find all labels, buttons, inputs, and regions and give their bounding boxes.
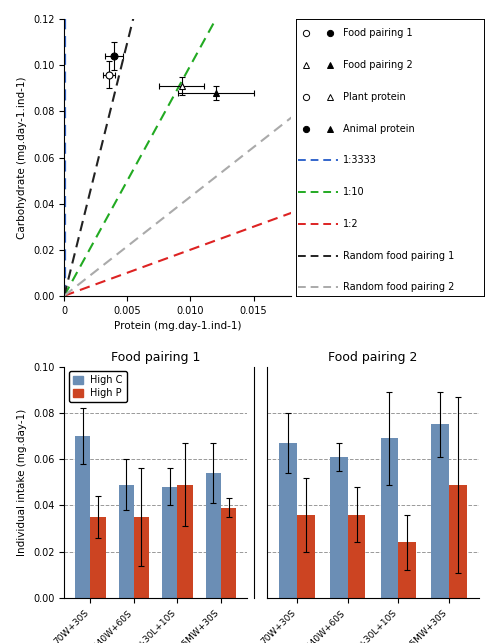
X-axis label: Protein (mg.day-1.ind-1): Protein (mg.day-1.ind-1): [114, 321, 242, 331]
Bar: [348, 514, 366, 598]
Text: 1:10: 1:10: [343, 187, 365, 197]
Bar: [398, 543, 416, 598]
Text: Food pairing 2: Food pairing 2: [343, 60, 413, 70]
Bar: [75, 436, 90, 598]
Bar: [449, 485, 466, 598]
Y-axis label: Individual intake (mg.day-1): Individual intake (mg.day-1): [17, 408, 28, 556]
Bar: [221, 508, 236, 598]
Bar: [330, 457, 348, 598]
Text: 1:3333: 1:3333: [343, 156, 377, 165]
Text: Food pairing 1: Food pairing 1: [343, 28, 413, 38]
Text: Random food pairing 1: Random food pairing 1: [343, 251, 454, 260]
Bar: [206, 473, 221, 598]
Bar: [297, 514, 315, 598]
Legend: High C, High P: High C, High P: [69, 372, 127, 402]
Bar: [280, 443, 297, 598]
Bar: [380, 439, 398, 598]
Text: Random food pairing 2: Random food pairing 2: [343, 282, 454, 293]
Bar: [119, 485, 134, 598]
Title: Food pairing 2: Food pairing 2: [329, 351, 417, 364]
Bar: [134, 517, 149, 598]
Text: Animal protein: Animal protein: [343, 123, 415, 134]
Bar: [431, 424, 449, 598]
Bar: [177, 485, 193, 598]
Title: Food pairing 1: Food pairing 1: [111, 351, 200, 364]
Text: 1:2: 1:2: [343, 219, 359, 229]
Y-axis label: Carbohydrate (mg.day-1.ind-1): Carbohydrate (mg.day-1.ind-1): [17, 77, 28, 239]
Bar: [90, 517, 106, 598]
Text: Plant protein: Plant protein: [343, 92, 406, 102]
Bar: [162, 487, 177, 598]
